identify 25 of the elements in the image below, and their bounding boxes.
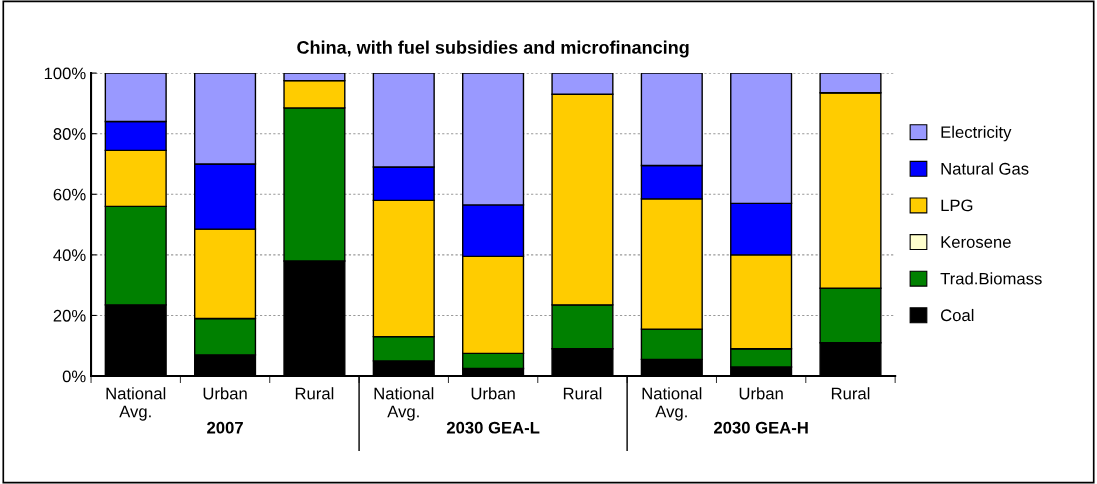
x-tick-label: Rural xyxy=(563,387,602,400)
y-tick-label: 0% xyxy=(62,370,86,383)
y-tick-label: 20% xyxy=(53,309,86,322)
y-tick-label: 80% xyxy=(53,128,86,140)
x-tick-label: National Avg. xyxy=(374,387,434,421)
legend-label: Kerosene xyxy=(941,236,1011,248)
x-tick-label: National Avg. xyxy=(106,387,166,421)
x-tick-label: National Avg. xyxy=(642,387,702,421)
legend-label: Electricity xyxy=(941,125,1012,142)
x-tick-label: Urban xyxy=(471,387,515,400)
legend-label: Natural Gas xyxy=(941,162,1029,175)
x-tick-label: Urban xyxy=(203,387,247,400)
legend-label: LPG xyxy=(941,199,973,212)
x-tick-label: Rural xyxy=(831,387,870,400)
y-tick-label: 100% xyxy=(44,67,86,80)
x-tick-label: Urban xyxy=(739,387,783,400)
text: 2030 GEA-H xyxy=(714,421,808,434)
x-tick-label: Rural xyxy=(295,387,334,400)
chart-title: China, with fuel subsidies and microfinancing xyxy=(297,40,689,58)
legend-label: Trad.Biomass xyxy=(940,272,1042,285)
text: 2007 xyxy=(207,421,243,434)
text: 2030 GEA-L xyxy=(446,421,540,434)
y-tick-label: 60% xyxy=(53,188,86,201)
y-tick-label: 40% xyxy=(53,249,86,262)
legend-label: Coal xyxy=(941,308,974,322)
